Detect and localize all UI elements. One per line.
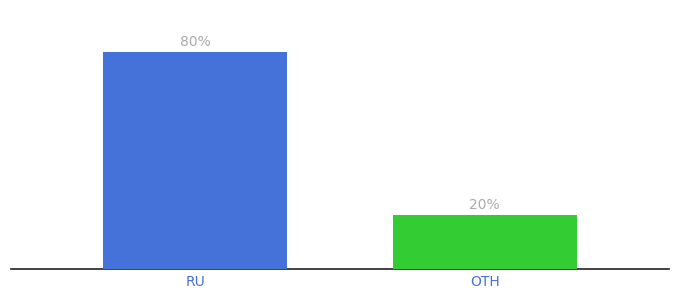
- Text: 80%: 80%: [180, 35, 211, 49]
- Text: 20%: 20%: [469, 198, 500, 212]
- Bar: [103, 52, 288, 269]
- Bar: [392, 215, 577, 269]
